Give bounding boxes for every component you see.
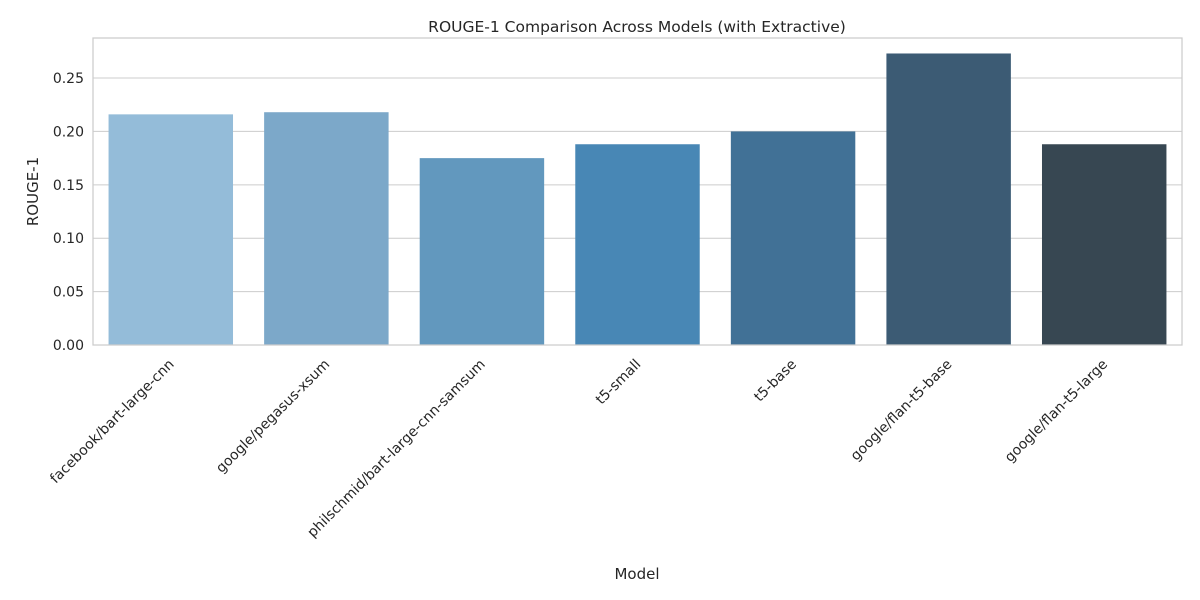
bar xyxy=(886,53,1011,345)
bar xyxy=(108,114,234,345)
chart-title: ROUGE-1 Comparison Across Models (with E… xyxy=(428,18,846,36)
y-tick-label: 0.20 xyxy=(53,124,84,140)
bar xyxy=(1041,144,1167,345)
x-tick-label: philschmid/bart-large-cnn-samsum xyxy=(304,357,488,541)
bars xyxy=(108,53,1167,345)
y-tick-labels: 0.00 0.05 0.10 0.15 0.20 0.25 xyxy=(53,71,84,354)
x-axis-label: Model xyxy=(614,565,659,583)
y-tick-label: 0.25 xyxy=(53,71,84,87)
bar xyxy=(419,158,545,345)
bar xyxy=(575,144,700,345)
x-tick-label: google/flan-t5-base xyxy=(848,357,956,465)
x-tick-label: google/pegasus-xsum xyxy=(213,357,333,477)
bar xyxy=(730,131,856,345)
x-tick-label: facebook/bart-large-cnn xyxy=(47,357,177,487)
y-tick-label: 0.15 xyxy=(53,178,84,194)
y-tick-label: 0.10 xyxy=(53,231,84,247)
x-tick-label: google/flan-t5-large xyxy=(1002,357,1111,466)
x-tick-label: t5-base xyxy=(751,357,800,406)
y-axis-label: ROUGE-1 xyxy=(24,157,42,226)
x-tick-label: t5-small xyxy=(593,357,644,408)
y-tick-label: 0.05 xyxy=(53,285,84,301)
bar xyxy=(264,112,389,345)
x-tick-labels: facebook/bart-large-cnn google/pegasus-xs… xyxy=(47,357,1111,541)
plot-frame xyxy=(92,37,1183,346)
y-tick-label: 0.00 xyxy=(53,338,84,354)
